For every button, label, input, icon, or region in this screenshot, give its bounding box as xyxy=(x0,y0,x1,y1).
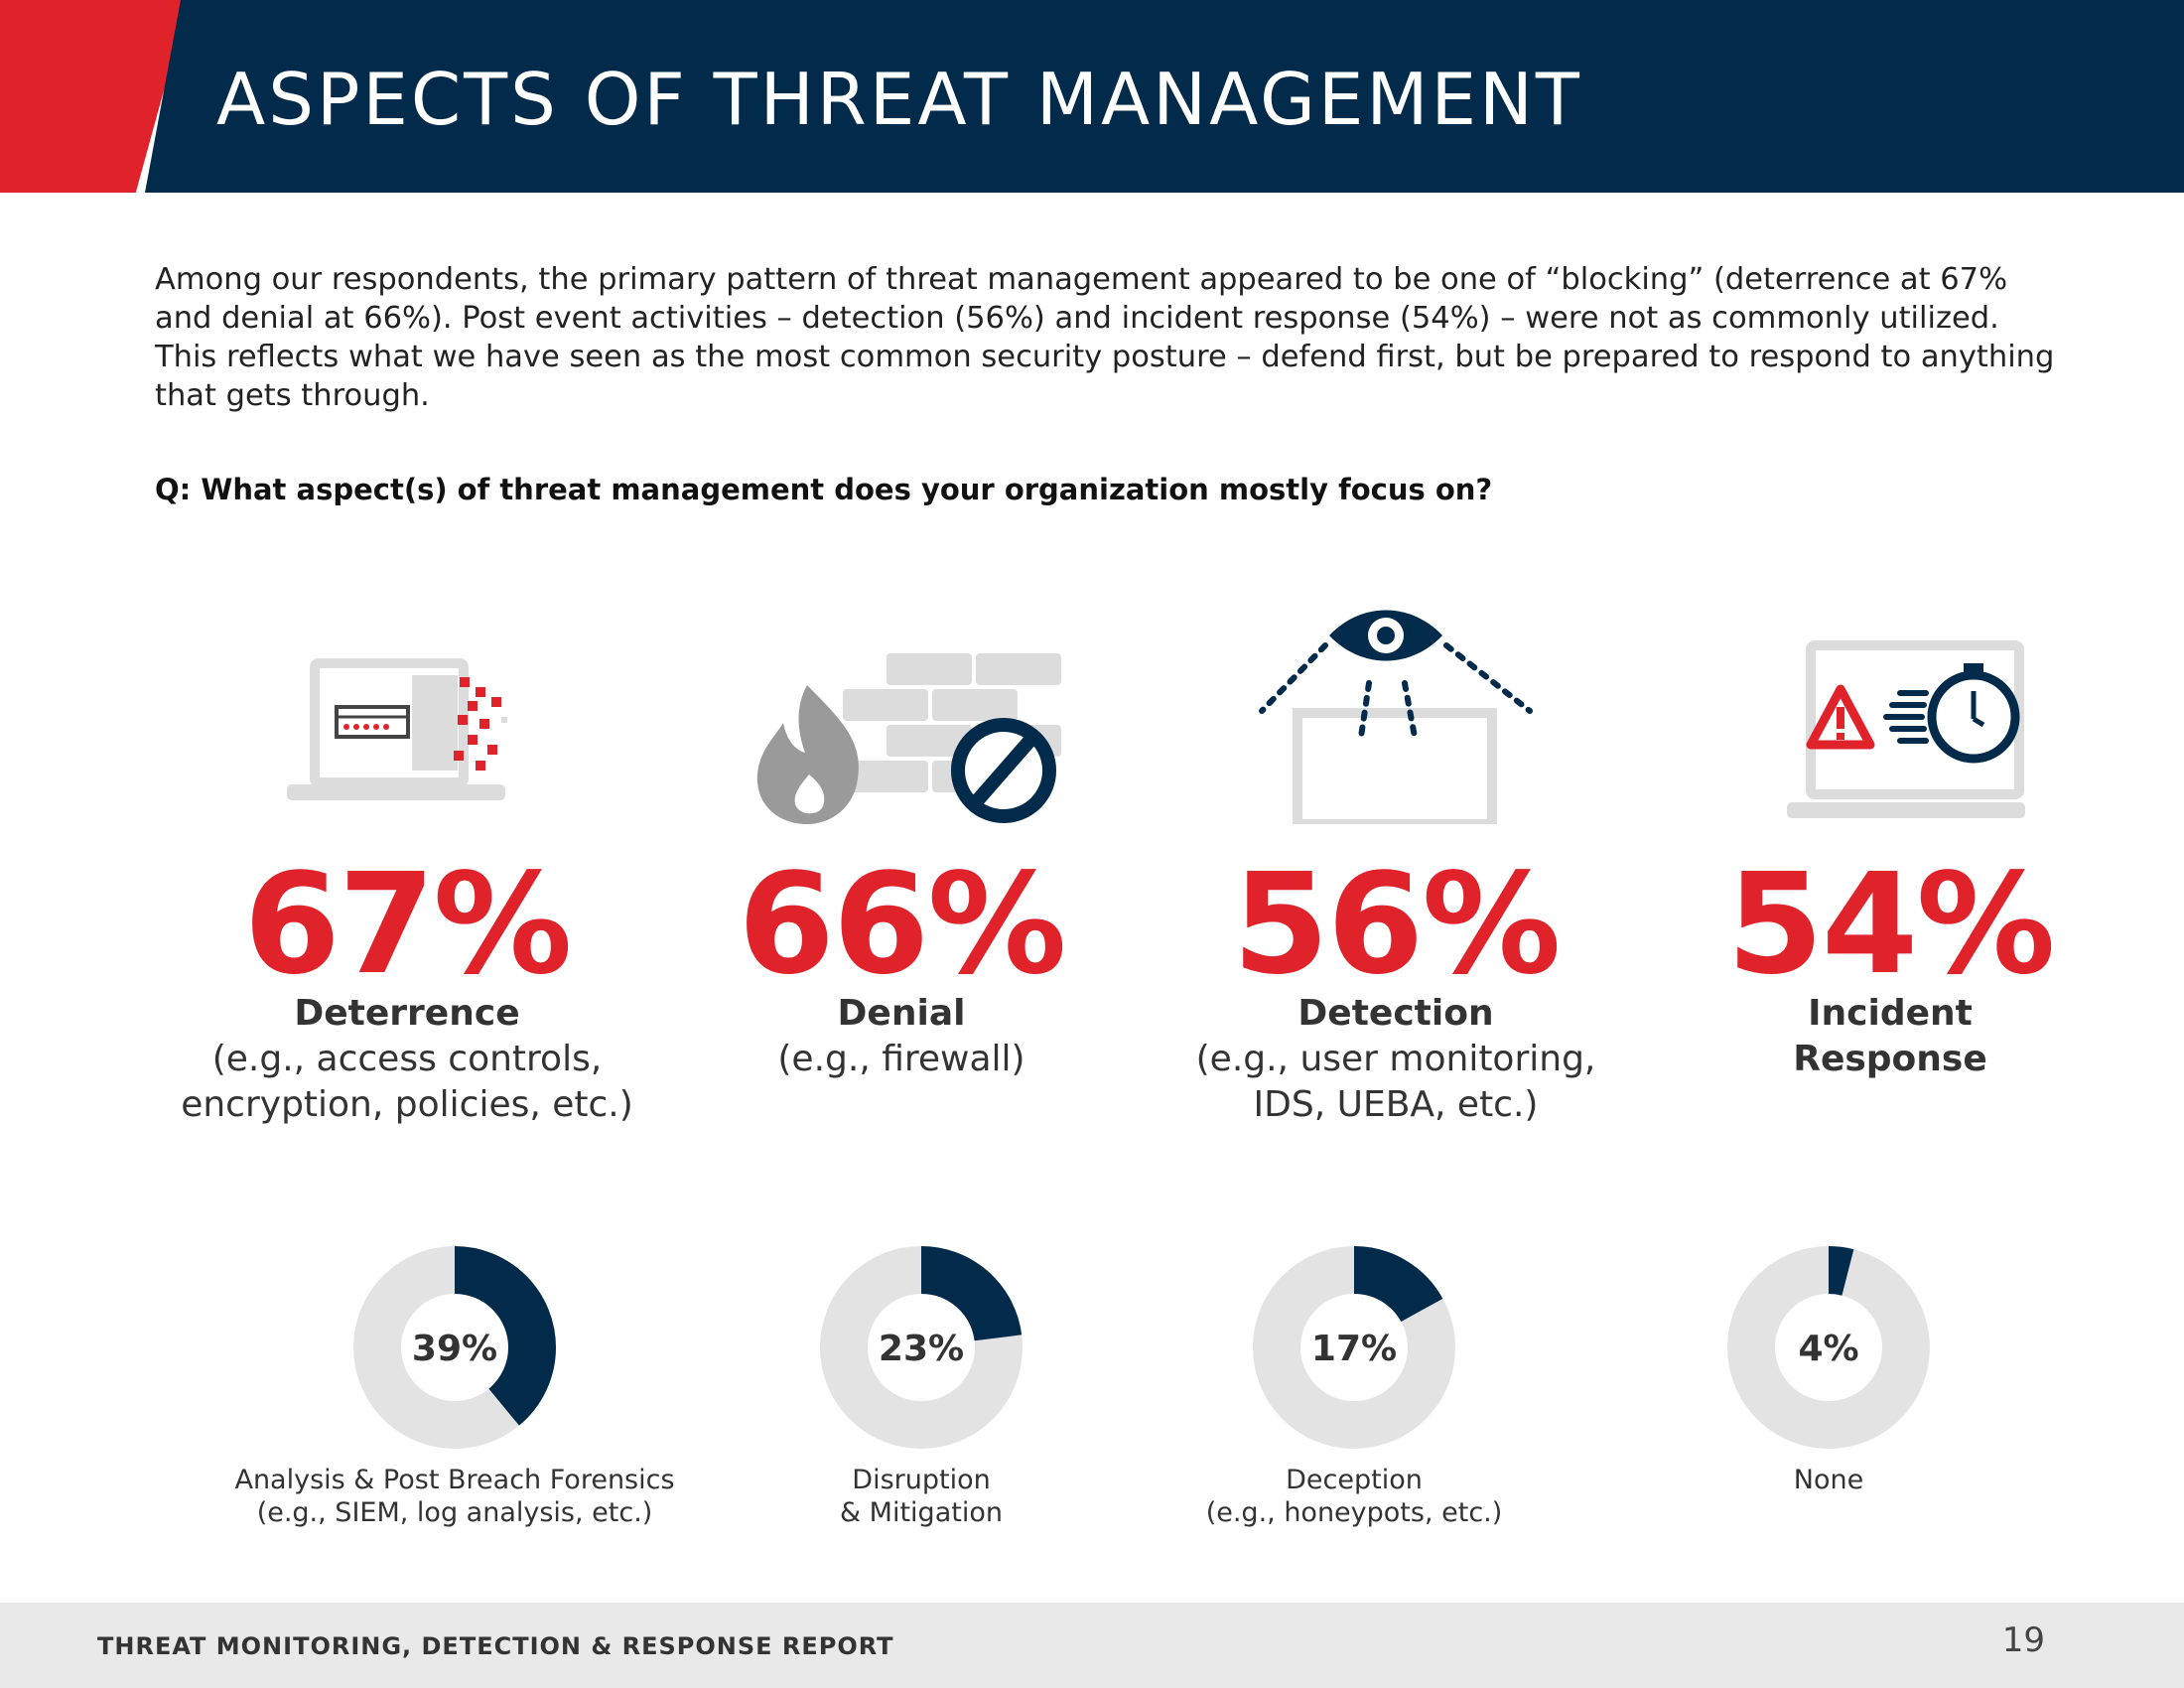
donut-value-label: 17% xyxy=(1311,1329,1397,1369)
donut-value-label: 4% xyxy=(1798,1329,1858,1369)
donut-arc xyxy=(353,1246,556,1449)
donut-caption: None xyxy=(1793,1465,1864,1495)
header-banner xyxy=(145,0,2184,193)
deterrence-percent: 67% xyxy=(243,844,572,1006)
donut-arc xyxy=(1253,1246,1455,1449)
donut-analysis: 39% Analysis & Post Breach Forensics (e.g… xyxy=(216,1243,693,1529)
detection-percent: 56% xyxy=(1232,844,1561,1006)
stat-deterrence: 67% Deterrence (e.g., access controls, en… xyxy=(169,635,645,1152)
stat-denial: 66% Denial (e.g., firewall) xyxy=(663,635,1140,1152)
survey-question: Q: What aspect(s) of threat management d… xyxy=(155,473,1493,506)
deterrence-description: (e.g., access controls, encryption, polic… xyxy=(181,1039,633,1125)
donut-chart: 39% xyxy=(353,1246,556,1449)
donut-caption: Disruption & Mitigation xyxy=(840,1465,1003,1528)
donut-deception: 17% Deception (e.g., honeypots, etc.) xyxy=(1116,1243,1592,1529)
donut-none: 4% None xyxy=(1590,1243,2067,1496)
donut-arc xyxy=(820,1246,1023,1449)
donut-value-label: 39% xyxy=(412,1329,497,1369)
denial-percent: 66% xyxy=(738,844,1066,1006)
footer-report-title: THREAT MONITORING, DETECTION & RESPONSE … xyxy=(97,1632,894,1660)
detection-label: Detection xyxy=(1297,993,1494,1034)
stat-detection: 56% Detection (e.g., user monitoring, IDS… xyxy=(1158,610,1634,1152)
page-number: 19 xyxy=(2001,1620,2045,1660)
alert-stopwatch-icon xyxy=(1787,640,2025,818)
incident-response-percent: 54% xyxy=(1726,844,2055,1006)
detection-description: (e.g., user monitoring, IDS, UEBA, etc.) xyxy=(1195,1039,1596,1125)
donut-chart: 4% xyxy=(1727,1246,1930,1449)
incident-response-label: Incident Response xyxy=(1793,993,1987,1079)
denial-label: Denial xyxy=(837,993,966,1034)
footer-bar: THREAT MONITORING, DETECTION & RESPONSE … xyxy=(0,1603,2184,1688)
donut-chart: 17% xyxy=(1253,1246,1455,1449)
intro-paragraph: Among our respondents, the primary patte… xyxy=(155,262,2055,413)
page-title: ASPECTS OF THREAT MANAGEMENT xyxy=(216,58,1582,141)
donut-arc xyxy=(1727,1246,1930,1449)
stat-incident-response: 54% Incident Response xyxy=(1652,635,2128,1152)
donut-caption: Deception (e.g., honeypots, etc.) xyxy=(1205,1465,1503,1528)
donut-value-label: 23% xyxy=(879,1329,964,1369)
denial-description: (e.g., firewall) xyxy=(777,1039,1025,1079)
firewall-icon xyxy=(756,653,1061,824)
donut-chart: 23% xyxy=(820,1246,1023,1449)
donut-caption: Analysis & Post Breach Forensics (e.g., S… xyxy=(234,1465,675,1528)
laptop-login-icon xyxy=(287,658,507,800)
donut-disruption: 23% Disruption & Mitigation xyxy=(683,1243,1160,1529)
eye-monitor-icon xyxy=(1259,610,1533,824)
deterrence-label: Deterrence xyxy=(294,993,520,1034)
